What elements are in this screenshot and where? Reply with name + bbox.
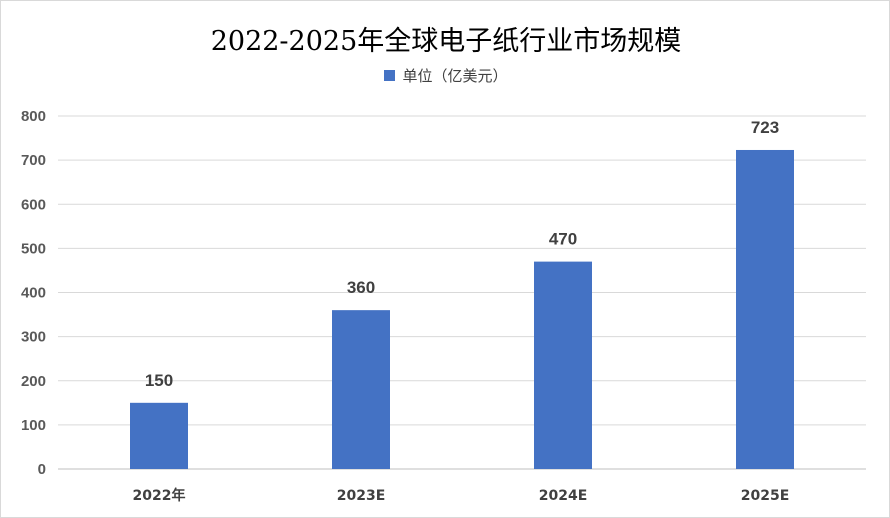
y-axis: 0 100 200 300 400 500 600 700 800 bbox=[21, 108, 46, 478]
x-axis: 2022年 2023E 2024E 2025E bbox=[133, 487, 790, 504]
bar bbox=[130, 402, 188, 469]
y-tick-label: 400 bbox=[21, 285, 46, 302]
y-tick-label: 600 bbox=[21, 196, 46, 213]
bar bbox=[332, 310, 390, 469]
bar bbox=[736, 149, 794, 469]
y-tick-label: 700 bbox=[21, 152, 46, 169]
y-tick-label: 200 bbox=[21, 373, 46, 390]
y-tick-label: 0 bbox=[38, 461, 46, 478]
legend-label: 单位（亿美元） bbox=[402, 67, 508, 85]
y-tick-label: 500 bbox=[21, 240, 46, 257]
data-label: 150 bbox=[145, 371, 173, 390]
x-tick-label: 2024E bbox=[539, 488, 588, 504]
x-tick-label: 2025E bbox=[741, 488, 790, 504]
y-tick-label: 800 bbox=[21, 108, 46, 125]
data-label: 470 bbox=[549, 230, 577, 249]
data-label: 360 bbox=[347, 278, 375, 297]
x-tick-label: 2023E bbox=[337, 488, 386, 504]
y-tick-label: 100 bbox=[21, 417, 46, 434]
legend-swatch bbox=[384, 70, 396, 81]
bar bbox=[534, 261, 592, 469]
gridlines bbox=[58, 115, 866, 470]
data-labels: 150 360 470 723 bbox=[145, 118, 779, 390]
data-label: 723 bbox=[751, 118, 779, 137]
bars bbox=[130, 149, 794, 469]
y-tick-label: 300 bbox=[21, 329, 46, 346]
chart-title: 2022-2025年全球电子纸行业市场规模 bbox=[210, 26, 682, 57]
x-tick-label: 2022年 bbox=[133, 487, 186, 504]
legend: 单位（亿美元） bbox=[1, 65, 890, 86]
